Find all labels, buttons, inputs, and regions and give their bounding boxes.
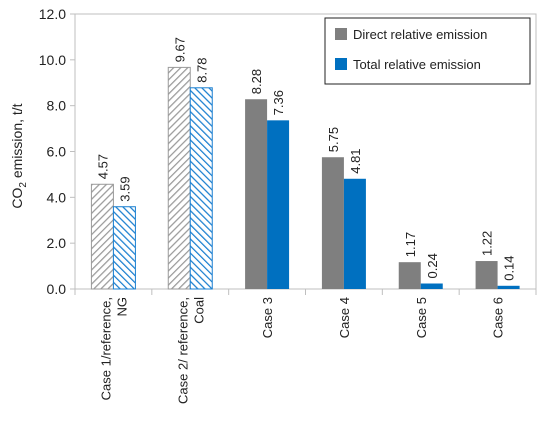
y-axis-title: CO2 emission, t/t <box>9 103 29 208</box>
y-tick-label: 8.0 <box>47 98 67 114</box>
x-axis-category-labels: Case 1/reference, NG Case 2/ reference, Coa… <box>74 289 537 404</box>
legend-label-total: Total relative emission <box>353 57 481 72</box>
bar-total-emission <box>343 178 366 289</box>
x-category-label: Case 3 <box>260 297 275 338</box>
legend-swatch-total <box>335 58 347 70</box>
y-axis-ticks: 0.0 2.0 4.0 6.0 8.0 10.0 12.0 <box>39 6 75 297</box>
y-tick-label: 2.0 <box>47 235 67 251</box>
legend-box <box>324 17 531 85</box>
bar-direct-emission <box>398 262 421 289</box>
x-category-label: Case 1/reference, <box>98 297 113 400</box>
y-tick-label: 6.0 <box>47 144 67 160</box>
data-label-total: 8.78 <box>194 57 209 82</box>
bar-direct-emission <box>167 66 191 290</box>
data-label-direct: 1.17 <box>403 232 418 257</box>
data-label-direct: 5.75 <box>326 127 341 152</box>
data-label-total: 0.24 <box>425 253 440 278</box>
bar-total-emission <box>112 206 136 290</box>
x-category-label: Coal <box>191 297 206 324</box>
data-label-direct: 9.67 <box>172 37 187 62</box>
bar-total-emission <box>420 283 443 289</box>
y-axis-title-subscript: 2 <box>18 182 29 188</box>
data-label-total: 3.59 <box>117 176 132 201</box>
bar-total-emission <box>497 285 520 289</box>
bar-direct-emission <box>90 183 114 290</box>
bar-direct-emission <box>245 99 268 289</box>
legend-label-direct: Direct relative emission <box>353 27 487 42</box>
y-tick-label: 0.0 <box>47 281 67 297</box>
x-category-label: Case 4 <box>337 297 352 338</box>
y-axis-title-group: CO2 emission, t/t <box>9 103 29 208</box>
legend: Direct relative emission Total relative e… <box>324 17 531 85</box>
bar-direct-emission <box>475 261 498 289</box>
y-tick-label: 12.0 <box>39 6 66 22</box>
data-labels-group: 4.57 9.67 8.28 5.75 1.17 1.22 3.59 8.78 7.36 4.81… <box>95 37 516 281</box>
legend-swatch-direct <box>335 28 347 40</box>
bar-total-emission <box>189 87 213 290</box>
y-tick-label: 4.0 <box>47 189 67 205</box>
y-tick-label: 10.0 <box>39 52 66 68</box>
y-axis-title-prefix: CO <box>9 187 25 208</box>
data-label-direct: 1.22 <box>480 231 495 256</box>
x-category-label: Case 2/ reference, <box>175 297 190 404</box>
bar-direct-emission <box>321 157 344 289</box>
bar-total-emission <box>267 120 290 289</box>
x-category-label: Case 5 <box>414 297 429 338</box>
data-label-direct: 4.57 <box>95 154 110 179</box>
bars-group <box>90 66 520 290</box>
x-category-label: Case 6 <box>491 297 506 338</box>
data-label-total: 0.14 <box>502 255 517 280</box>
data-label-total: 4.81 <box>348 148 363 173</box>
data-label-direct: 8.28 <box>249 69 264 94</box>
data-label-total: 7.36 <box>271 90 286 115</box>
x-category-label: NG <box>114 297 129 317</box>
y-axis-title-suffix: emission, t/t <box>9 103 25 182</box>
